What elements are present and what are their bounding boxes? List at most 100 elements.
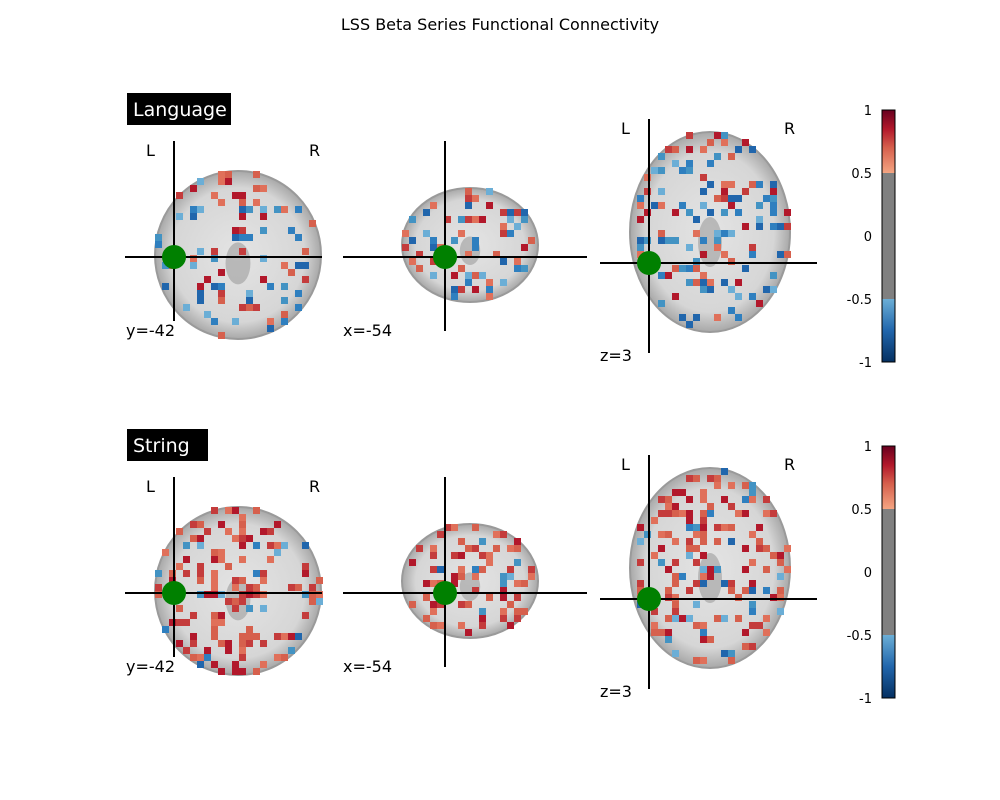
positive-voxel — [770, 510, 777, 517]
positive-voxel — [218, 199, 225, 206]
positive-voxel — [507, 601, 514, 608]
colorbar-tick-label: 1 — [864, 440, 872, 455]
positive-voxel — [658, 230, 665, 237]
negative-voxel — [763, 286, 770, 293]
negative-voxel — [302, 262, 309, 269]
cut-label-coronal: y=-42 — [126, 657, 175, 676]
positive-voxel — [528, 573, 535, 580]
positive-voxel — [232, 598, 239, 605]
negative-voxel — [507, 573, 514, 580]
positive-voxel — [749, 496, 756, 503]
negative-voxel — [686, 167, 693, 174]
negative-voxel — [686, 552, 693, 559]
positive-voxel — [700, 552, 707, 559]
positive-voxel — [665, 629, 672, 636]
negative-voxel — [700, 202, 707, 209]
positive-voxel — [239, 647, 246, 654]
negative-voxel — [637, 538, 644, 545]
negative-voxel — [465, 279, 472, 286]
positive-voxel — [742, 643, 749, 650]
positive-voxel — [183, 556, 190, 563]
positive-voxel — [267, 318, 274, 325]
negative-voxel — [514, 559, 521, 566]
colorbar-negative — [882, 299, 895, 362]
positive-voxel — [239, 556, 246, 563]
positive-voxel — [239, 598, 246, 605]
negative-voxel — [218, 283, 225, 290]
negative-voxel — [162, 283, 169, 290]
negative-voxel — [479, 608, 486, 615]
positive-voxel — [500, 608, 507, 615]
positive-voxel — [721, 188, 728, 195]
negative-voxel — [281, 297, 288, 304]
positive-voxel — [267, 528, 274, 535]
panel-title-box — [127, 429, 208, 461]
positive-voxel — [672, 510, 679, 517]
positive-voxel — [514, 209, 521, 216]
positive-voxel — [507, 566, 514, 573]
panel-title: Language — [133, 99, 227, 121]
colorbar-tick-label: 1 — [864, 104, 872, 119]
positive-voxel — [218, 640, 225, 647]
negative-voxel — [197, 206, 204, 213]
positive-voxel — [756, 622, 763, 629]
negative-voxel — [295, 234, 302, 241]
negative-voxel — [472, 566, 479, 573]
positive-voxel — [281, 654, 288, 661]
positive-voxel — [651, 622, 658, 629]
positive-voxel — [700, 636, 707, 643]
positive-voxel — [486, 279, 493, 286]
positive-voxel — [176, 563, 183, 570]
negative-voxel — [211, 255, 218, 262]
positive-voxel — [637, 587, 644, 594]
negative-voxel — [679, 573, 686, 580]
positive-voxel — [700, 538, 707, 545]
negative-voxel — [274, 549, 281, 556]
negative-voxel — [735, 195, 742, 202]
positive-voxel — [225, 563, 232, 570]
positive-voxel — [651, 552, 658, 559]
positive-voxel — [721, 181, 728, 188]
positive-voxel — [302, 276, 309, 283]
negative-voxel — [190, 262, 197, 269]
positive-voxel — [637, 580, 644, 587]
colorbar-tick-label: 0.5 — [851, 503, 872, 518]
positive-voxel — [211, 577, 218, 584]
positive-voxel — [288, 269, 295, 276]
colorbar-frame — [881, 109, 896, 363]
negative-voxel — [707, 286, 714, 293]
negative-voxel — [451, 237, 458, 244]
negative-voxel — [665, 636, 672, 643]
negative-voxel — [707, 181, 714, 188]
positive-voxel — [190, 633, 197, 640]
negative-voxel — [507, 209, 514, 216]
positive-voxel — [749, 559, 756, 566]
positive-voxel — [458, 265, 465, 272]
positive-voxel — [211, 619, 218, 626]
positive-voxel — [742, 545, 749, 552]
negative-voxel — [749, 489, 756, 496]
positive-voxel — [211, 612, 218, 619]
left-label: L — [146, 477, 155, 496]
positive-voxel — [190, 535, 197, 542]
positive-voxel — [500, 230, 507, 237]
negative-voxel — [465, 202, 472, 209]
positive-voxel — [218, 556, 225, 563]
negative-voxel — [714, 237, 721, 244]
negative-voxel — [686, 265, 693, 272]
positive-voxel — [176, 192, 183, 199]
positive-voxel — [763, 615, 770, 622]
positive-voxel — [714, 195, 721, 202]
positive-voxel — [260, 528, 267, 535]
positive-voxel — [686, 545, 693, 552]
positive-voxel — [437, 601, 444, 608]
negative-voxel — [728, 286, 735, 293]
positive-voxel — [500, 209, 507, 216]
negative-voxel — [721, 650, 728, 657]
negative-voxel — [679, 167, 686, 174]
positive-voxel — [458, 286, 465, 293]
positive-voxel — [514, 580, 521, 587]
positive-voxel — [486, 594, 493, 601]
positive-voxel — [183, 647, 190, 654]
